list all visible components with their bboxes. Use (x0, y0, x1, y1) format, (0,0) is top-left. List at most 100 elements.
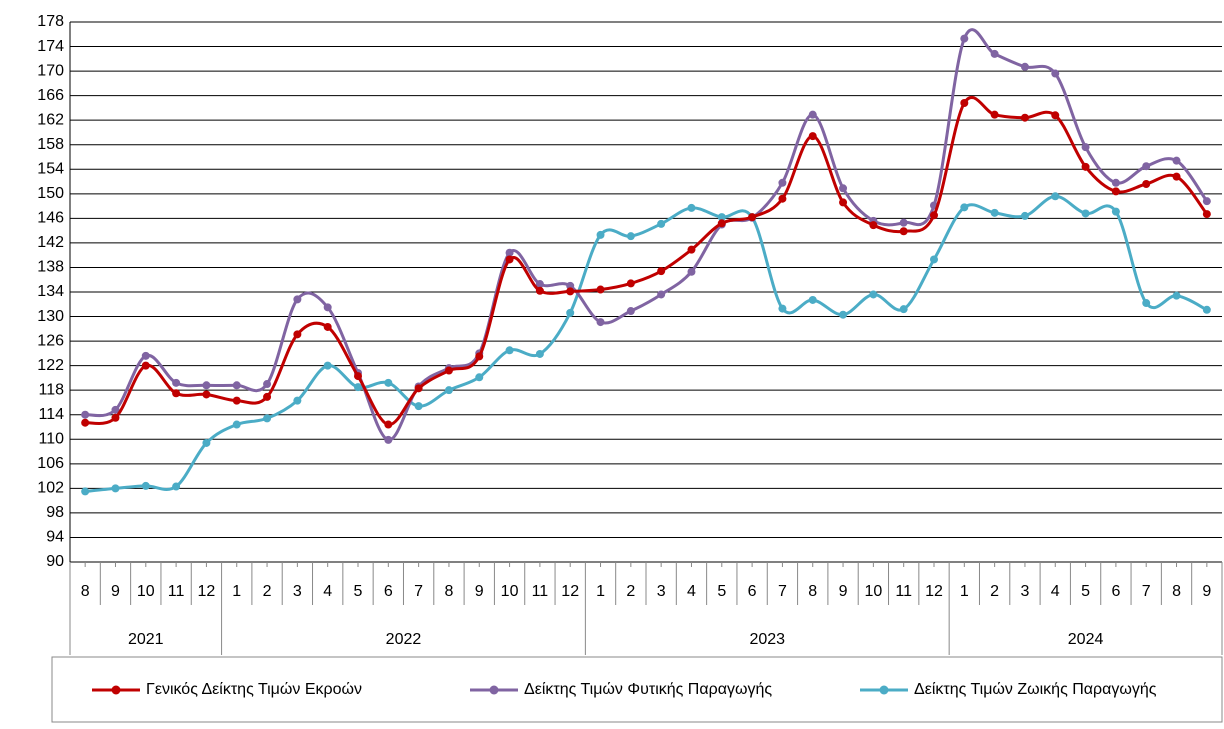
x-tick-label: 6 (1111, 583, 1120, 600)
x-tick-label: 6 (384, 583, 393, 600)
x-tick-label: 3 (293, 583, 302, 600)
data-point (323, 322, 332, 331)
x-tick-label: 6 (748, 583, 757, 600)
data-point (1020, 62, 1029, 71)
y-tick-label: 146 (37, 210, 64, 227)
y-tick-label: 126 (37, 332, 64, 349)
legend-label: Γενικός Δείκτης Τιμών Εκροών (146, 681, 362, 698)
data-point (1202, 305, 1211, 314)
data-point (930, 211, 938, 220)
data-point (1172, 172, 1181, 181)
data-point (626, 232, 635, 241)
y-tick-label: 178 (37, 13, 64, 30)
data-point (505, 346, 514, 355)
data-point (202, 381, 211, 390)
x-tick-label: 1 (960, 583, 969, 600)
data-point (1081, 209, 1090, 218)
data-point (232, 420, 241, 429)
legend-label: Δείκτης Τιμών Φυτικής Παραγωγής (524, 681, 772, 698)
data-point (111, 405, 120, 414)
data-point (141, 351, 150, 360)
data-point (475, 373, 484, 382)
data-point (960, 203, 969, 212)
x-tick-label: 5 (1081, 583, 1090, 600)
data-point (535, 280, 544, 289)
data-point (232, 396, 241, 405)
data-point (566, 287, 575, 296)
group-label: 2021 (128, 631, 164, 648)
y-tick-label: 138 (37, 259, 64, 276)
data-point (141, 361, 150, 370)
x-tick-label: 4 (1051, 583, 1060, 600)
x-tick-label: 2 (626, 583, 635, 600)
data-point (172, 378, 181, 387)
data-point (81, 410, 90, 419)
data-point (566, 308, 575, 317)
group-label: 2023 (749, 631, 785, 648)
x-tick-label: 5 (717, 583, 726, 600)
data-point (596, 230, 605, 239)
x-tick-label: 8 (1172, 583, 1181, 600)
y-tick-label: 154 (37, 160, 64, 177)
data-point (1172, 156, 1181, 165)
data-point (899, 218, 908, 227)
x-tick-label: 1 (232, 583, 241, 600)
legend-box (51, 656, 1223, 723)
data-point (354, 372, 362, 381)
legend-marker (489, 685, 499, 695)
y-tick-label: 94 (46, 529, 64, 546)
data-point (475, 352, 484, 361)
data-point (111, 413, 120, 422)
data-point (990, 110, 999, 119)
data-point (657, 219, 666, 228)
y-tick-label: 166 (37, 87, 64, 104)
data-point (839, 310, 848, 319)
x-tick-label: 5 (354, 583, 363, 600)
data-point (414, 402, 423, 411)
data-point (869, 290, 878, 299)
x-tick-label: 10 (137, 583, 155, 600)
x-tick-label: 9 (111, 583, 120, 600)
data-point (172, 389, 181, 398)
data-point (1142, 299, 1151, 308)
x-tick-label: 2 (263, 583, 272, 600)
data-point (687, 267, 696, 276)
group-label: 2024 (1068, 631, 1104, 648)
x-tick-label: 9 (475, 583, 484, 600)
x-tick-label: 12 (561, 583, 579, 600)
data-point (263, 380, 272, 389)
data-point (263, 392, 272, 401)
data-point (1111, 187, 1120, 196)
data-point (566, 281, 575, 290)
data-point (293, 295, 302, 304)
y-tick-label: 142 (37, 234, 64, 251)
data-point (323, 361, 332, 370)
x-tick-label: 7 (778, 583, 787, 600)
y-tick-label: 98 (46, 504, 64, 521)
x-tick-label: 10 (864, 583, 882, 600)
data-point (354, 383, 362, 392)
x-tick-label: 10 (501, 583, 519, 600)
data-point (1111, 207, 1120, 216)
data-point (384, 378, 393, 387)
data-point (232, 381, 241, 390)
x-tick-label: 11 (532, 583, 549, 600)
y-tick-label: 162 (37, 111, 64, 128)
data-point (202, 390, 211, 399)
x-tick-label: 9 (839, 583, 848, 600)
series-line (84, 28, 1209, 442)
y-tick-label: 130 (37, 308, 64, 325)
data-point (990, 49, 999, 58)
data-point (657, 267, 666, 276)
data-point (960, 34, 969, 43)
y-tick-label: 134 (37, 283, 64, 300)
data-point (990, 208, 999, 217)
data-point (323, 303, 332, 312)
data-point (596, 318, 605, 327)
data-point (687, 203, 696, 212)
data-point (596, 285, 605, 294)
x-tick-label: 11 (168, 583, 185, 600)
y-tick-label: 110 (38, 430, 64, 447)
data-point (1142, 162, 1151, 171)
